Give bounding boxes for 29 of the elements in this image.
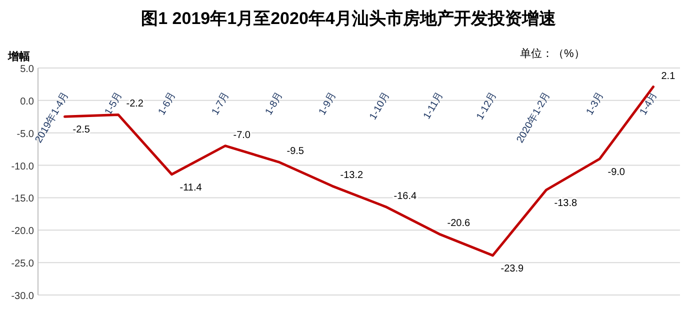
- chart-title: 图1 2019年1月至2020年4月汕头市房地产开发投资增速: [141, 9, 556, 28]
- y-tick-label: 5.0: [20, 64, 34, 75]
- x-tick-label: 1-9月: [317, 90, 339, 118]
- data-label: -13.8: [554, 198, 578, 209]
- x-tick-label: 1-8月: [264, 90, 286, 118]
- x-tick-label: 1-3月: [584, 90, 606, 118]
- data-label: -2.5: [72, 124, 90, 136]
- y-tick-label: -5.0: [16, 128, 34, 140]
- data-label: -23.9: [500, 263, 524, 274]
- data-label: -16.4: [394, 190, 417, 202]
- x-tick-label: 1-5月: [103, 90, 125, 118]
- text: 单位：（%）: [520, 47, 585, 60]
- data-label: -9.0: [608, 166, 626, 178]
- y-tick-label: -10.0: [11, 161, 34, 172]
- y-tick-label: -15.0: [11, 194, 34, 205]
- data-label: -11.4: [180, 182, 202, 194]
- y-tick-label: -25.0: [11, 258, 34, 270]
- y-tick-label: 0.0: [20, 96, 34, 108]
- data-label: -13.2: [340, 170, 364, 182]
- y-tick-label: -20.0: [11, 226, 34, 238]
- x-tick-label: 1-6月: [156, 90, 178, 118]
- data-label: -7.0: [233, 130, 251, 141]
- y-axis-title: 增幅: [7, 50, 30, 63]
- data-label: -9.5: [286, 146, 304, 158]
- y-tick-label: -30.0: [11, 291, 34, 302]
- data-label: 2.1: [661, 70, 676, 82]
- data-label: -2.2: [126, 98, 144, 110]
- data-label: -20.6: [447, 218, 470, 230]
- x-tick-label: 1-7月: [210, 90, 232, 118]
